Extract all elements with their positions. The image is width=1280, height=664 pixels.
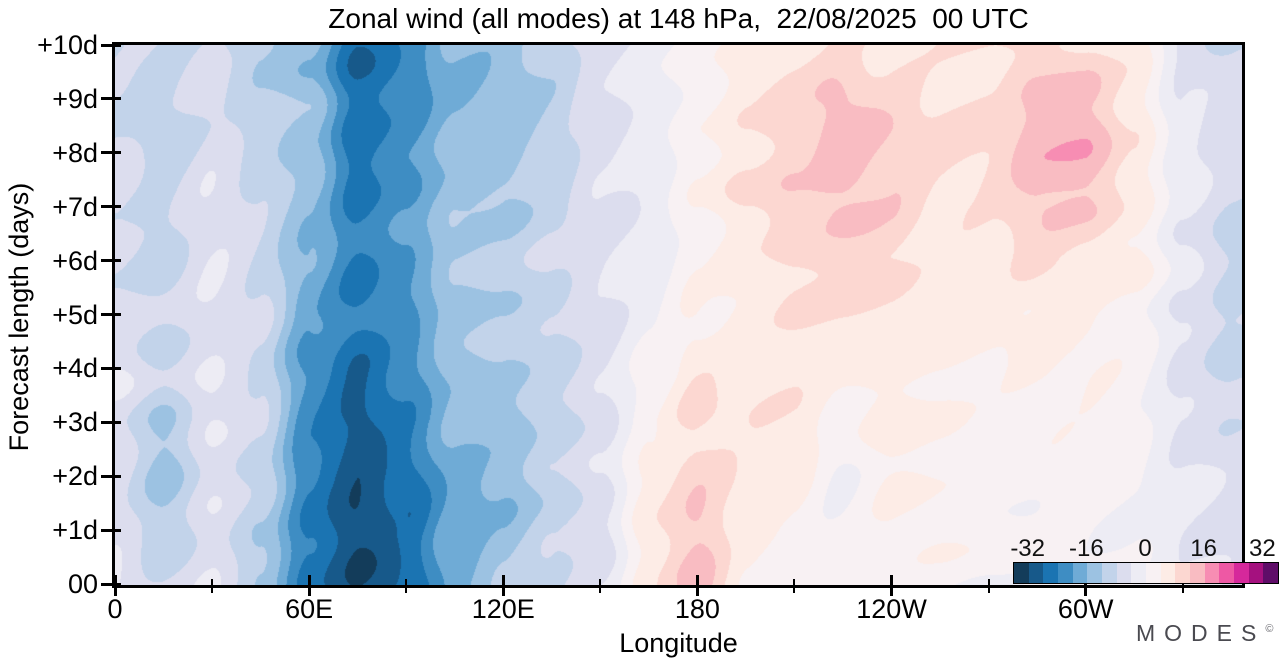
colorbar-swatch (1043, 563, 1059, 583)
plot-area (112, 42, 1245, 588)
colorbar-swatch (1219, 563, 1235, 583)
x-major-tick (890, 575, 894, 596)
contour-field-canvas (115, 45, 1242, 585)
y-tick-label: +7d (52, 191, 98, 222)
y-tick-label: +8d (52, 137, 98, 168)
colorbar-swatch (1058, 563, 1073, 583)
colorbar-swatch (1028, 563, 1044, 583)
x-major-tick (501, 575, 505, 596)
x-axis-label: Longitude (619, 628, 738, 658)
x-tick-label: 60W (1057, 594, 1114, 624)
colorbar-tick-label: 0 (1138, 535, 1152, 562)
y-major-tick (101, 366, 121, 370)
y-major-tick (101, 582, 121, 586)
colorbar-swatch (1146, 563, 1161, 583)
x-tick-label: 120E (471, 594, 535, 624)
x-minor-tick (793, 579, 796, 593)
y-major-tick (101, 97, 121, 101)
y-tick-label: +5d (52, 299, 98, 330)
y-major-tick (101, 259, 121, 263)
colorbar-swatch (1248, 563, 1264, 583)
y-major-tick (101, 474, 121, 478)
y-tick-label: +10d (37, 30, 98, 60)
x-major-tick (113, 575, 117, 596)
colorbar-swatch (1175, 563, 1191, 583)
y-tick-label: +6d (52, 245, 98, 276)
y-major-tick (101, 205, 121, 209)
y-tick-label: +2d (52, 461, 98, 492)
colorbar-swatch (1014, 563, 1029, 583)
x-tick-label: 0 (107, 594, 123, 624)
x-minor-tick (987, 579, 990, 593)
modes-logo-text: MODES (1136, 620, 1266, 646)
x-minor-tick (211, 579, 214, 593)
colorbar-swatch (1087, 563, 1103, 583)
y-tick-label: 00 (67, 569, 98, 599)
y-major-tick (101, 420, 121, 424)
colorbar-swatch (1190, 563, 1205, 583)
colorbar-tick-label: -16 (1068, 535, 1104, 562)
colorbar-swatch (1072, 563, 1088, 583)
y-tick-label: +3d (52, 407, 98, 438)
colorbar-swatch (1160, 563, 1176, 583)
x-minor-tick (1181, 579, 1184, 593)
chart-title: Zonal wind (all modes) at 148 hPa, 22/08… (328, 3, 1029, 34)
modes-logo: MODES© (1136, 620, 1273, 647)
x-major-tick (695, 575, 699, 596)
copyright-icon: © (1265, 623, 1274, 635)
y-major-tick (101, 43, 121, 47)
colorbar-tick-label: 32 (1248, 535, 1276, 562)
colorbar-swatch (1131, 563, 1147, 583)
colorbar-swatch (1234, 563, 1249, 583)
y-tick-label: +1d (52, 515, 98, 546)
y-major-tick (101, 313, 121, 316)
colorbar-tick-label: 16 (1190, 535, 1217, 562)
x-minor-tick (405, 579, 408, 593)
colorbar-swatches (1013, 562, 1279, 584)
colorbar-swatch (1204, 563, 1220, 583)
x-tick-label: 60E (285, 594, 334, 624)
x-major-tick (1084, 575, 1088, 596)
colorbar-swatch (1263, 563, 1279, 583)
colorbar: -32 -16 0 16 32 (1010, 535, 1279, 585)
y-tick-label: +4d (52, 353, 98, 384)
colorbar-swatch (1102, 563, 1117, 583)
x-major-tick (307, 575, 311, 596)
y-major-tick (101, 151, 121, 155)
colorbar-swatch (1116, 563, 1132, 583)
y-major-tick (101, 528, 121, 532)
colorbar-labels: -32 -16 0 16 32 (1010, 535, 1277, 562)
x-tick-label: 180 (674, 594, 720, 624)
x-minor-tick (599, 579, 602, 593)
colorbar-tick-label: -32 (1010, 535, 1045, 562)
x-tick-label: 120W (856, 594, 927, 624)
y-tick-label: +9d (52, 83, 98, 114)
